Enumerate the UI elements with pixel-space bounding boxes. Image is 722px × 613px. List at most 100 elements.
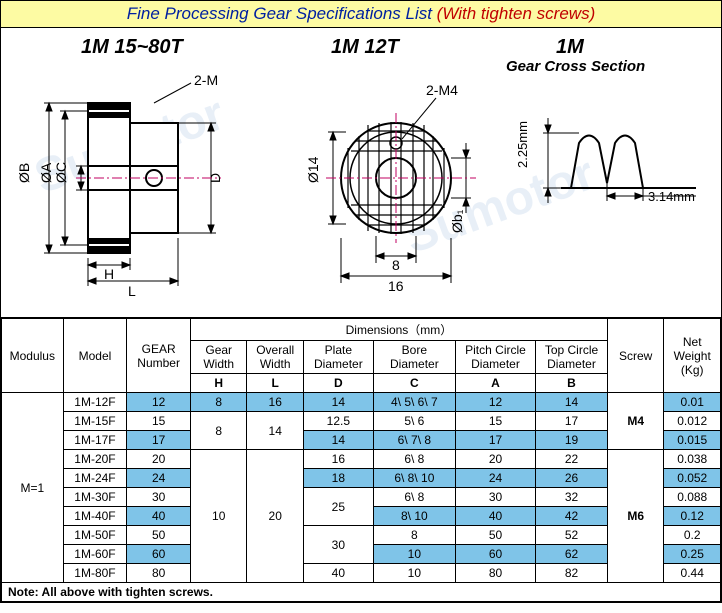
table-cell: 22 bbox=[536, 450, 608, 469]
table-cell: 14 bbox=[303, 393, 373, 412]
table-cell: 1M-20F bbox=[63, 450, 127, 469]
table-cell: 20 bbox=[127, 450, 191, 469]
table-cell: 0.052 bbox=[664, 469, 721, 488]
table-cell: 1M-17F bbox=[63, 431, 127, 450]
svg-text:8: 8 bbox=[392, 257, 400, 273]
table-cell: 42 bbox=[536, 507, 608, 526]
svg-text:Ø14: Ø14 bbox=[305, 156, 321, 183]
hdr-tc: Top Circle Diameter bbox=[536, 341, 608, 374]
table-cell: 16 bbox=[247, 393, 303, 412]
diagram-right-label: 1M bbox=[556, 36, 584, 59]
title-bar: Fine Processing Gear Specifications List… bbox=[1, 1, 721, 28]
table-cell: 19 bbox=[536, 431, 608, 450]
svg-text:2-M4: 2-M4 bbox=[426, 82, 458, 98]
title-main: Fine Processing Gear Specifications List bbox=[127, 4, 437, 23]
table-cell: 40 bbox=[303, 564, 373, 583]
svg-text:Øb₁: Øb₁ bbox=[449, 209, 465, 233]
table-cell: 17 bbox=[455, 431, 535, 450]
table-cell: 30 bbox=[455, 488, 535, 507]
table-cell: 24 bbox=[127, 469, 191, 488]
table-cell: 60 bbox=[455, 545, 535, 564]
table-cell: 50 bbox=[127, 526, 191, 545]
table-cell: 1M-15F bbox=[63, 412, 127, 431]
screw-m6: M6 bbox=[607, 450, 663, 583]
tooth-section-svg: 2.25mm 3.14mm bbox=[501, 88, 711, 268]
table-cell: 14 bbox=[536, 393, 608, 412]
screw-m4: M4 bbox=[607, 393, 663, 450]
table-cell: 1M-50F bbox=[63, 526, 127, 545]
table-cell: 15 bbox=[127, 412, 191, 431]
svg-text:16: 16 bbox=[388, 278, 404, 294]
table-cell: 1M-24F bbox=[63, 469, 127, 488]
table-cell: 0.012 bbox=[664, 412, 721, 431]
table-cell: 40 bbox=[455, 507, 535, 526]
table-cell: 80 bbox=[127, 564, 191, 583]
table-cell: 0.088 bbox=[664, 488, 721, 507]
hdr-screw: Screw bbox=[607, 319, 663, 393]
svg-text:H: H bbox=[104, 266, 114, 282]
diagram-mid-label: 1M 12T bbox=[331, 36, 399, 59]
main-container: Fine Processing Gear Specifications List… bbox=[0, 0, 722, 603]
diagram-left-label: 1M 15~80T bbox=[81, 36, 183, 59]
title-red: (With tighten screws) bbox=[437, 4, 596, 23]
table-cell: 10 bbox=[373, 564, 455, 583]
table-cell: 10 bbox=[373, 545, 455, 564]
table-cell: 62 bbox=[536, 545, 608, 564]
hdr-wt: Net Weight (Kg) bbox=[664, 319, 721, 393]
svg-text:ØA: ØA bbox=[38, 162, 54, 183]
hdr-model: Model bbox=[63, 319, 127, 393]
svg-text:3.14mm: 3.14mm bbox=[648, 189, 695, 204]
table-cell: 60 bbox=[127, 545, 191, 564]
table-cell: 0.015 bbox=[664, 431, 721, 450]
table-cell: 0.2 bbox=[664, 526, 721, 545]
table-cell: 6\ 8 bbox=[373, 450, 455, 469]
table-cell: 4\ 5\ 6\ 7 bbox=[373, 393, 455, 412]
table-cell: 8 bbox=[373, 526, 455, 545]
table-cell: 80 bbox=[455, 564, 535, 583]
table-cell: 12.5 bbox=[303, 412, 373, 431]
gear-side-svg: ØB ØA ØC D H L 2-M bbox=[16, 68, 266, 318]
hdr-modulus: Modulus bbox=[2, 319, 64, 393]
table-cell: 12 bbox=[127, 393, 191, 412]
table-cell: 8\ 10 bbox=[373, 507, 455, 526]
svg-text:2.25mm: 2.25mm bbox=[515, 121, 530, 168]
spec-table: Modulus Model GEAR Number Dimensions（mm）… bbox=[1, 318, 721, 602]
table-cell: 40 bbox=[127, 507, 191, 526]
table-cell: 1M-30F bbox=[63, 488, 127, 507]
table-cell: 16 bbox=[303, 450, 373, 469]
table-cell: 6\ 8 bbox=[373, 488, 455, 507]
svg-text:ØB: ØB bbox=[16, 163, 32, 183]
diagram-right-sub: Gear Cross Section bbox=[506, 58, 645, 75]
table-cell: 17 bbox=[127, 431, 191, 450]
table-cell: 52 bbox=[536, 526, 608, 545]
table-cell: 0.038 bbox=[664, 450, 721, 469]
table-cell: 1M-12F bbox=[63, 393, 127, 412]
hdr-dims: Dimensions（mm） bbox=[190, 319, 607, 341]
table-cell: 5\ 6 bbox=[373, 412, 455, 431]
table-cell: 30 bbox=[127, 488, 191, 507]
table-cell: 0.01 bbox=[664, 393, 721, 412]
table-cell: 1M-80F bbox=[63, 564, 127, 583]
table-cell: 8 bbox=[190, 393, 246, 412]
modulus-cell: M=1 bbox=[2, 393, 64, 583]
table-cell: 6\ 8\ 10 bbox=[373, 469, 455, 488]
table-cell: 1M-60F bbox=[63, 545, 127, 564]
table-cell: 20 bbox=[455, 450, 535, 469]
hdr-pc: Pitch Circle Diameter bbox=[455, 341, 535, 374]
table-cell: 1M-40F bbox=[63, 507, 127, 526]
hdr-pd: Plate Diameter bbox=[303, 341, 373, 374]
table-cell: 6\ 7\ 8 bbox=[373, 431, 455, 450]
table-cell: 18 bbox=[303, 469, 373, 488]
table-cell: 15 bbox=[455, 412, 535, 431]
hdr-gn: GEAR Number bbox=[127, 319, 191, 393]
gear-front-svg: Ø14 Øb₁ 8 16 2-M4 bbox=[296, 68, 496, 318]
table-cell: 17 bbox=[536, 412, 608, 431]
table-cell: 32 bbox=[536, 488, 608, 507]
table-cell: 0.12 bbox=[664, 507, 721, 526]
hdr-ow: Overall Width bbox=[247, 341, 303, 374]
svg-text:ØC: ØC bbox=[53, 162, 69, 183]
table-cell: 12 bbox=[455, 393, 535, 412]
table-cell: 82 bbox=[536, 564, 608, 583]
table-cell: 26 bbox=[536, 469, 608, 488]
note: Note: All above with tighten screws. bbox=[2, 583, 721, 602]
